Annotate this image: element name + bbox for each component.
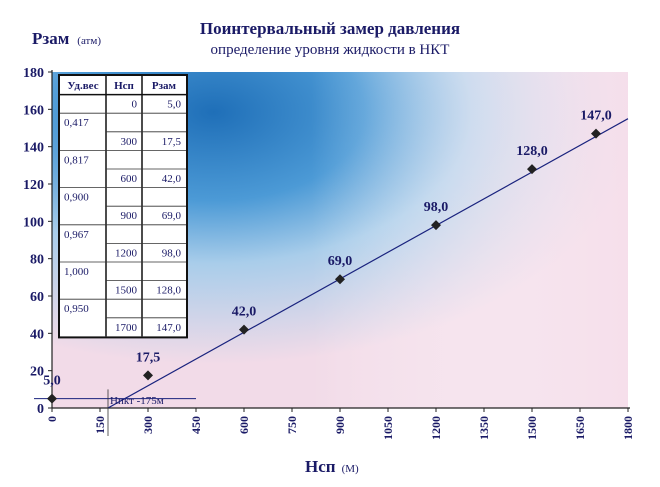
- data-table: Уд.вес Нсп Рзам 0 5,0 0,417 300 17,5 0,817 600 42,…: [58, 74, 188, 339]
- y-axis-label-group: Рзам (атм): [32, 29, 101, 48]
- trend-line: [107, 118, 629, 409]
- data-label: 147,0: [580, 109, 612, 124]
- x-tick-label: 900: [333, 416, 347, 434]
- data-point: [527, 164, 537, 175]
- y-tick-label: 180: [23, 66, 44, 81]
- x-axis-label: Нсп: [305, 457, 336, 476]
- x-tick-label: 1200: [429, 416, 443, 440]
- table-cell: 69,0: [162, 210, 182, 222]
- table-cell: 1700: [115, 322, 138, 334]
- y-tick-label: 100: [23, 215, 44, 230]
- table-header-cell: Нсп: [114, 80, 134, 92]
- x-tick-label: 750: [285, 416, 299, 434]
- table-cell: 600: [121, 173, 138, 185]
- x-tick-label: 600: [237, 416, 251, 434]
- y-axis-unit: (атм): [77, 35, 101, 47]
- table-cell: 5,0: [167, 99, 181, 111]
- table-cell: 147,0: [156, 322, 181, 334]
- x-tick-label: 300: [141, 416, 155, 434]
- data-label: 5,0: [43, 374, 61, 389]
- y-tick-label: 40: [30, 327, 44, 342]
- table-cell: 0,417: [64, 117, 89, 129]
- table-cell: 1500: [115, 285, 138, 297]
- table-cell: 98,0: [162, 247, 182, 259]
- data-label: 128,0: [516, 144, 548, 159]
- table-cell: 900: [121, 210, 138, 222]
- x-tick-label: 450: [189, 416, 203, 434]
- table-cell: 0,950: [64, 303, 89, 315]
- x-tick-label: 1650: [573, 416, 587, 440]
- data-point: [143, 370, 153, 381]
- x-tick-label: 0: [45, 416, 59, 422]
- table-cell: 0,967: [64, 229, 89, 241]
- data-point: [47, 393, 57, 404]
- x-tick-label: 1050: [381, 416, 395, 440]
- data-label: 17,5: [136, 350, 161, 365]
- y-tick-label: 140: [23, 141, 44, 156]
- table-cell: 1,000: [64, 266, 89, 278]
- table-cell: 17,5: [162, 136, 182, 148]
- table-cell: 0: [132, 99, 138, 111]
- y-tick-label: 0: [37, 402, 44, 417]
- table-cell: 0,900: [64, 192, 89, 204]
- y-tick-label: 80: [30, 253, 44, 268]
- x-axis-label-group: Нсп (М): [305, 457, 359, 476]
- table-cell: 0,817: [64, 154, 89, 166]
- data-point: [591, 128, 601, 139]
- x-tick-label: 1500: [525, 416, 539, 440]
- y-axis-label: Рзам: [32, 29, 70, 48]
- table-cell: 42,0: [162, 173, 182, 185]
- data-point: [239, 324, 249, 335]
- y-tick-label: 20: [30, 365, 44, 380]
- data-label: 69,0: [328, 254, 353, 269]
- data-label: 98,0: [424, 200, 449, 215]
- data-point: [335, 274, 345, 285]
- x-tick-label: 1350: [477, 416, 491, 440]
- chart-subtitle: определение уровня жидкости в НКТ: [211, 42, 450, 58]
- annotation-label: Нпкт -175м: [110, 395, 164, 407]
- table-cell: 300: [121, 136, 138, 148]
- y-tick-label: 160: [23, 103, 44, 118]
- y-tick-label: 120: [23, 178, 44, 193]
- chart-title: Поинтервальный замер давления: [200, 19, 460, 38]
- y-tick-label: 60: [30, 290, 44, 305]
- x-tick-label: 1800: [621, 416, 635, 440]
- table-header-cell: Уд.вес: [67, 80, 98, 92]
- table-header-cell: Рзам: [152, 80, 177, 92]
- table-cell: 1200: [115, 247, 138, 259]
- series: Нпкт -175м 5,0 17,5 42,0 69,0 98,0 128,0 147,0: [34, 109, 629, 436]
- x-axis-unit: (М): [342, 463, 359, 475]
- data-label: 42,0: [232, 305, 257, 320]
- x-tick-label: 150: [93, 416, 107, 434]
- table-cell: 128,0: [156, 285, 181, 297]
- data-point: [431, 220, 441, 231]
